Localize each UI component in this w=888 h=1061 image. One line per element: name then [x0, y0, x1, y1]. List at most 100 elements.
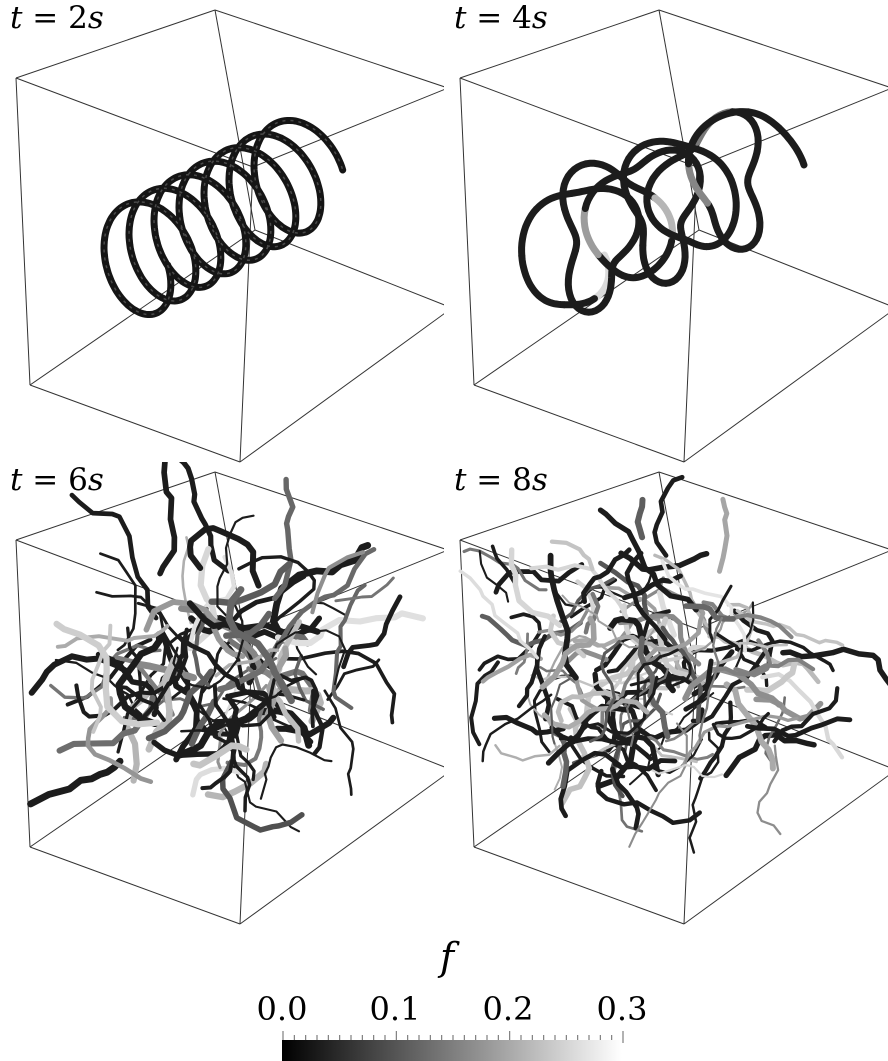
vortex-filament: [598, 560, 650, 620]
vortex-filament: [89, 623, 113, 734]
label-prefix: t =: [10, 462, 69, 498]
vortex-filament: [733, 638, 772, 678]
panel-t4: t = 4s: [444, 0, 888, 470]
vortex-filament: [683, 658, 714, 712]
vortex-filament: [624, 550, 668, 642]
box-edge: [254, 691, 444, 768]
vortex-filament: [516, 634, 547, 709]
vortex-filament: [27, 757, 124, 808]
vortex-segment: [678, 235, 711, 251]
vortex-filament: [53, 620, 161, 728]
vortex-filament: [132, 626, 196, 706]
box-edge: [15, 471, 216, 541]
box-edge: [15, 77, 31, 386]
vortex-segment: [727, 176, 740, 229]
box-edge: [15, 9, 216, 79]
vortex-tangle: [458, 474, 888, 854]
colorbar-tick-0: 0.0: [256, 990, 308, 1028]
box-edge: [29, 691, 256, 848]
vortex-filament: [259, 743, 333, 800]
vortex-segment: [569, 292, 612, 316]
vortex-segment: [580, 205, 602, 259]
panel-label-t2: t = 2s: [10, 0, 104, 36]
vortex-filament: [524, 688, 563, 791]
panel-label-t6: t = 6s: [10, 462, 104, 498]
vortex-filament: [780, 646, 888, 686]
vortex-filament: [508, 547, 563, 629]
vortex-filament: [117, 684, 166, 722]
domain-box: [15, 9, 444, 463]
label-unit: s: [87, 462, 104, 498]
vortex-segment: [666, 138, 706, 155]
colorbar-title: f: [440, 935, 455, 979]
vortex-filament: [481, 693, 553, 763]
colorbar-tick-1: 0.1: [369, 990, 421, 1028]
box-edge: [473, 384, 685, 463]
vortex-filament: [187, 525, 262, 589]
box-edge: [683, 313, 888, 463]
vortex-segment: [717, 233, 760, 253]
vortex-segment: [744, 148, 761, 195]
vortex-segment: [728, 108, 762, 156]
vortex-filament: [311, 688, 325, 756]
vortex-filament: [633, 605, 706, 672]
vortex-segment: [625, 137, 674, 163]
box-edge: [658, 9, 888, 88]
vortex-filament: [493, 562, 585, 595]
vortex-filament: [135, 627, 189, 725]
vortex-segment: [645, 237, 676, 277]
vortex-segment: [685, 117, 715, 168]
box-edge: [239, 166, 254, 463]
vortex-filament: [331, 583, 367, 710]
vortex-segment: [698, 147, 735, 184]
panel-t8: t = 8s: [444, 462, 888, 932]
vortex-filament: [660, 559, 747, 653]
vortex-filament: [698, 700, 734, 781]
vortex-filament: [214, 648, 280, 678]
vortex-filament: [491, 714, 566, 736]
vortex-filament: [458, 569, 540, 660]
vortex-segment: [594, 251, 627, 279]
vortex-filament: [617, 613, 702, 667]
vortex-filament: [610, 766, 641, 831]
vortex-segment: [559, 160, 590, 213]
box-edge: [239, 313, 444, 463]
box-edge: [239, 775, 444, 925]
box-edge: [658, 9, 700, 231]
box-edge: [696, 89, 888, 168]
vortex-segment: [619, 155, 638, 213]
vortex-segment: [643, 161, 670, 219]
panel-t2: t = 2s: [0, 0, 444, 470]
vortex-filament: [637, 635, 671, 740]
vortex-filament: [597, 507, 699, 613]
vortex-segment: [708, 108, 752, 125]
vortex-filament: [334, 576, 395, 603]
vortex-segment: [604, 257, 619, 300]
vortex-segment: [581, 171, 623, 212]
box-edge: [29, 846, 241, 925]
vortex-filament: [745, 716, 853, 739]
vortex-filament: [271, 476, 296, 602]
vortex-filament: [216, 514, 255, 630]
vortex-segment: [775, 124, 808, 169]
box-edge: [658, 471, 888, 550]
box-edge: [683, 166, 698, 463]
vortex-segment: [518, 205, 540, 260]
vortex-filament: [178, 462, 231, 574]
box-edge: [214, 471, 444, 550]
vortex-segment: [685, 160, 711, 207]
vortex-filament: [323, 689, 355, 797]
label-value: 4: [512, 0, 532, 36]
vortex-filament: [237, 555, 316, 625]
vortex-segment: [662, 240, 689, 287]
vortex-segment: [561, 205, 581, 254]
vortex-filament: [190, 742, 250, 769]
vortex-tube-texture: [103, 119, 344, 316]
label-unit: s: [531, 462, 548, 498]
vortex-filament: [634, 496, 646, 541]
vortex-filament: [756, 744, 782, 836]
vortex-filament: [691, 601, 754, 654]
vortex-tube: [100, 117, 347, 318]
vortex-filament: [688, 731, 720, 854]
vortex-filament: [252, 651, 320, 729]
